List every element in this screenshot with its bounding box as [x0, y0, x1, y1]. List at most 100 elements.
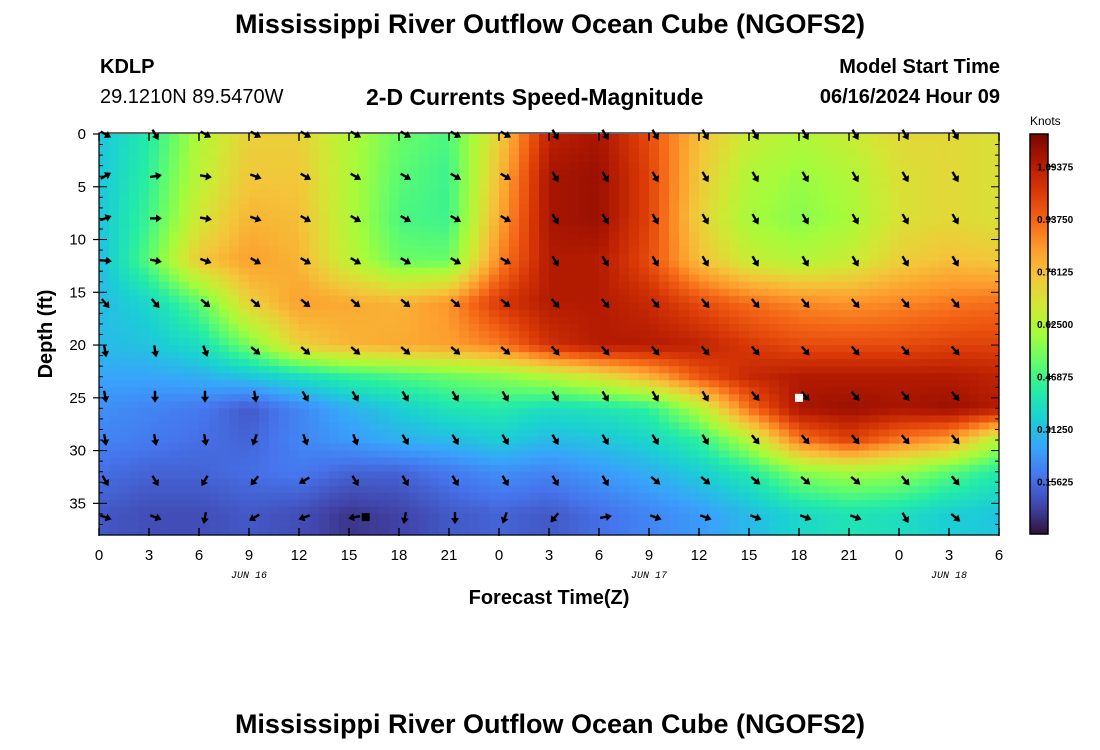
- heatmap-cell: [689, 443, 700, 452]
- heatmap-cell: [359, 499, 370, 508]
- heatmap-cell: [889, 183, 900, 191]
- heatmap-cell: [169, 134, 180, 142]
- heatmap-cell: [969, 387, 980, 395]
- heatmap-cell: [249, 176, 260, 184]
- heatmap-cell: [179, 274, 190, 283]
- heatmap-cell: [579, 464, 590, 473]
- heatmap-cell: [459, 281, 470, 290]
- heatmap-cell: [939, 302, 950, 311]
- heatmap-cell: [839, 260, 850, 269]
- heatmap-cell: [739, 246, 750, 255]
- heatmap-cell: [989, 232, 1000, 241]
- heatmap-cell: [659, 162, 670, 170]
- heatmap-cell: [389, 359, 400, 367]
- heatmap-cell: [969, 267, 980, 276]
- heatmap-cell: [259, 345, 270, 353]
- heatmap-cell: [179, 345, 190, 353]
- heatmap-cell: [679, 288, 690, 297]
- heatmap-cell: [659, 281, 670, 290]
- heatmap-cell: [959, 478, 970, 487]
- heatmap-cell: [939, 345, 950, 353]
- heatmap-cell: [779, 260, 790, 269]
- heatmap-cell: [249, 274, 260, 283]
- heatmap-cell: [699, 499, 710, 508]
- heatmap-cell: [599, 323, 610, 332]
- heatmap-cell: [649, 330, 660, 339]
- heatmap-cell: [989, 295, 1000, 304]
- heatmap-cell: [749, 295, 760, 304]
- heatmap-cell: [539, 464, 550, 473]
- heatmap-cell: [739, 401, 750, 409]
- heatmap-cell: [929, 380, 940, 388]
- heatmap-cell: [699, 485, 710, 494]
- heatmap-cell: [699, 155, 710, 163]
- heatmap-cell: [149, 359, 160, 367]
- heatmap-cell: [229, 155, 240, 163]
- heatmap-cell: [369, 345, 380, 353]
- heatmap-cell: [509, 373, 520, 381]
- heatmap-cell: [199, 218, 210, 227]
- heatmap-cell: [779, 190, 790, 198]
- heatmap-cell: [819, 246, 830, 255]
- heatmap-cell: [239, 253, 250, 262]
- heatmap-cell: [879, 359, 890, 367]
- heatmap-cell: [149, 211, 160, 220]
- heatmap-cell: [419, 366, 430, 374]
- heatmap-cell: [449, 148, 460, 156]
- heatmap-cell: [559, 330, 570, 339]
- heatmap-cell: [759, 148, 770, 156]
- heatmap-cell: [239, 513, 250, 522]
- heatmap-cell: [689, 134, 700, 142]
- heatmap-cell: [729, 274, 740, 283]
- heatmap-cell: [709, 239, 720, 248]
- heatmap-cell: [479, 253, 490, 262]
- heatmap-cell: [249, 197, 260, 205]
- heatmap-cell: [889, 352, 900, 360]
- heatmap-cell: [219, 323, 230, 332]
- heatmap-cell: [759, 436, 770, 445]
- heatmap-cell: [609, 330, 620, 339]
- heatmap-cell: [269, 380, 280, 388]
- heatmap-cell: [149, 457, 160, 466]
- heatmap-cell: [859, 309, 870, 318]
- heatmap-cell: [669, 302, 680, 311]
- heatmap-cell: [419, 464, 430, 473]
- heatmap-cell: [909, 422, 920, 431]
- heatmap-cell: [929, 246, 940, 255]
- heatmap-cell: [269, 148, 280, 156]
- heatmap-cell: [179, 141, 190, 149]
- heatmap-cell: [389, 302, 400, 311]
- heatmap-cell: [569, 204, 580, 212]
- heatmap-cell: [859, 485, 870, 494]
- heatmap-cell: [609, 464, 620, 473]
- heatmap-cell: [409, 190, 420, 198]
- heatmap-cell: [149, 260, 160, 269]
- heatmap-cell: [469, 155, 480, 163]
- heatmap-cell: [249, 323, 260, 332]
- heatmap-cell: [479, 323, 490, 332]
- heatmap-cell: [329, 176, 340, 184]
- heatmap-cell: [739, 415, 750, 424]
- heatmap-cell: [899, 492, 910, 501]
- heatmap-cell: [479, 155, 490, 163]
- heatmap-cell: [669, 478, 680, 487]
- heatmap-cell: [409, 520, 420, 529]
- heatmap-cell: [959, 506, 970, 515]
- heatmap-cell: [939, 316, 950, 325]
- heatmap-cell: [799, 197, 810, 205]
- heatmap-cell: [359, 394, 370, 402]
- heatmap-cell: [769, 401, 780, 409]
- heatmap-cell: [369, 471, 380, 480]
- heatmap-cell: [969, 380, 980, 388]
- heatmap-cell: [319, 436, 330, 445]
- heatmap-cell: [829, 155, 840, 163]
- heatmap-cell: [159, 499, 170, 508]
- heatmap-cell: [169, 359, 180, 367]
- heatmap-cell: [729, 345, 740, 353]
- heatmap-cell: [749, 450, 760, 459]
- heatmap-cell: [969, 429, 980, 438]
- heatmap-cell: [149, 176, 160, 184]
- heatmap-cell: [819, 190, 830, 198]
- heatmap-cell: [539, 141, 550, 149]
- heatmap-cell: [919, 246, 930, 255]
